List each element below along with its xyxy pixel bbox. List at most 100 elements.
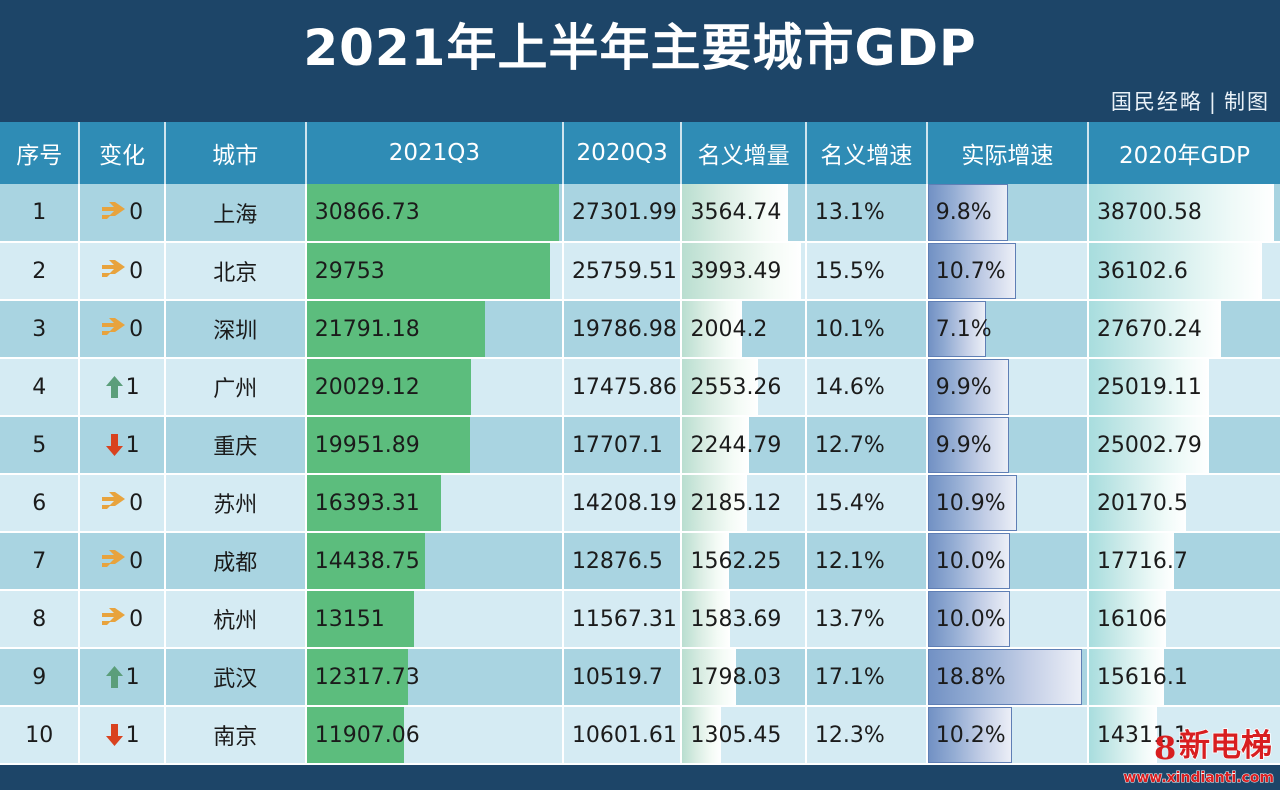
cell-q3-2021: 12317.73 <box>305 648 564 707</box>
cell-q3-2021: 14438.75 <box>305 532 564 591</box>
table-row: 8 0 杭州 13151 11567.31 1583.69 13.7% 10.0% 16106 <box>0 590 1280 649</box>
cell-q3-2021: 21791.18 <box>305 300 564 359</box>
real-growth-bar <box>927 417 1010 472</box>
q3-2021-value: 16393.31 <box>314 490 420 516</box>
rank-change-value: 0 <box>129 258 144 284</box>
cell-city: 成都 <box>164 532 307 591</box>
nominal-increment-value: 1798.03 <box>690 664 782 690</box>
nominal-growth-value: 12.1% <box>814 548 885 574</box>
q3-2021-bar <box>306 359 471 414</box>
cell-real-growth: 10.9% <box>926 474 1089 533</box>
city-name: 上海 <box>213 202 258 228</box>
cell-q3-2020: 10519.7 <box>562 648 683 707</box>
nominal-growth-value: 12.3% <box>814 722 885 748</box>
q3-2021-value: 12317.73 <box>314 664 420 690</box>
cell-q3-2020: 17475.86 <box>562 358 683 417</box>
gdp-2020-bar <box>1088 649 1164 704</box>
col-header-change[interactable]: 变化 <box>79 122 166 184</box>
nominal-growth-value: 13.1% <box>814 200 885 225</box>
nominal-increment-bar <box>682 184 789 240</box>
cell-gdp-2020: 25002.79 <box>1087 416 1280 475</box>
cell-nominal-growth: 10.1% <box>805 300 928 359</box>
table-header-row: 序号 变化 城市 2021Q3 2020Q3 名义增量 名义增速 实际增速 20… <box>0 122 1280 184</box>
cell-q3-2021: 13151 <box>305 590 564 649</box>
cell-gdp-2020: 27670.24 <box>1087 300 1280 359</box>
arrow-right-icon <box>102 260 126 277</box>
q3-2021-bar <box>306 184 560 240</box>
col-header-q3-2021[interactable]: 2021Q3 <box>305 122 564 184</box>
cell-nominal-growth: 15.5% <box>805 242 928 301</box>
cell-real-growth: 18.8% <box>926 648 1089 707</box>
rank-change: 1 <box>80 722 162 748</box>
col-header-gdp-2020[interactable]: 2020年GDP <box>1087 122 1280 184</box>
cell-city: 深圳 <box>164 300 307 359</box>
arrow-right-icon <box>102 492 126 509</box>
rank-change: 1 <box>80 665 162 690</box>
rank-change: 0 <box>80 200 162 225</box>
gdp-2020-value: 25019.11 <box>1096 374 1202 400</box>
gdp-2020-bar <box>1088 533 1174 588</box>
real-growth-value: 9.8% <box>935 200 992 225</box>
cell-gdp-2020: 14311.1 <box>1087 706 1280 765</box>
rank-change-value: 1 <box>125 722 140 748</box>
cell-nominal-increment: 2004.2 <box>681 300 807 359</box>
cell-q3-2021: 16393.31 <box>305 474 564 533</box>
cell-gdp-2020: 16106 <box>1087 590 1280 649</box>
cell-rank: 6 <box>0 474 81 533</box>
nominal-increment-value: 2244.79 <box>690 432 782 458</box>
credit-role: 制图 <box>1224 90 1270 114</box>
q3-2021-value: 14438.75 <box>314 548 420 574</box>
real-growth-bar <box>927 184 1009 240</box>
rank-value: 4 <box>32 374 47 400</box>
real-growth-bar <box>927 533 1010 588</box>
rank-change: 0 <box>80 317 162 342</box>
col-header-city[interactable]: 城市 <box>164 122 307 184</box>
cell-nominal-growth: 12.7% <box>805 416 928 475</box>
real-growth-bar <box>927 243 1016 298</box>
cell-real-growth: 10.2% <box>926 706 1089 765</box>
arrow-up-icon <box>105 666 123 688</box>
gdp-2020-bar <box>1088 243 1262 298</box>
nominal-increment-bar <box>682 533 729 588</box>
cell-q3-2021: 30866.73 <box>305 184 564 243</box>
cell-q3-2021: 20029.12 <box>305 358 564 417</box>
col-header-nominal-growth[interactable]: 名义增速 <box>805 122 928 184</box>
gdp-2020-value: 20170.5 <box>1096 490 1188 516</box>
real-growth-bar <box>927 591 1010 646</box>
credit-separator: | <box>1208 90 1218 114</box>
col-header-q3-2020[interactable]: 2020Q3 <box>562 122 683 184</box>
q3-2020-value: 17475.86 <box>571 374 677 400</box>
real-growth-value: 9.9% <box>935 432 992 458</box>
col-header-nominal-increment[interactable]: 名义增量 <box>681 122 807 184</box>
cell-nominal-increment: 1562.25 <box>681 532 807 591</box>
real-growth-value: 9.9% <box>935 374 992 400</box>
real-growth-bar <box>927 359 1010 414</box>
q3-2021-bar <box>306 417 471 472</box>
q3-2021-bar <box>306 707 405 762</box>
nominal-increment-bar <box>682 243 802 298</box>
col-header-rank[interactable]: 序号 <box>0 122 81 184</box>
q3-2021-value: 29753 <box>314 258 385 284</box>
gdp-2020-bar <box>1088 417 1209 472</box>
cell-rank: 8 <box>0 590 81 649</box>
rank-change: 1 <box>80 433 162 458</box>
q3-2020-value: 10601.61 <box>571 722 677 748</box>
col-header-real-growth[interactable]: 实际增速 <box>926 122 1089 184</box>
q3-2020-value: 25759.51 <box>571 258 677 284</box>
cell-q3-2020: 17707.1 <box>562 416 683 475</box>
cell-gdp-2020: 25019.11 <box>1087 358 1280 417</box>
gdp-2020-value: 15616.1 <box>1096 664 1188 690</box>
cell-q3-2020: 12876.5 <box>562 532 683 591</box>
cell-nominal-increment: 2244.79 <box>681 416 807 475</box>
cell-change: 0 <box>79 474 166 533</box>
q3-2020-value: 19786.98 <box>571 316 677 342</box>
cell-q3-2021: 29753 <box>305 242 564 301</box>
cell-rank: 4 <box>0 358 81 417</box>
city-name: 北京 <box>213 261 258 286</box>
arrow-down-icon <box>105 724 123 746</box>
nominal-increment-value: 3993.49 <box>690 258 782 284</box>
nominal-increment-value: 2553.26 <box>690 374 782 400</box>
rank-change-value: 0 <box>129 490 144 516</box>
cell-gdp-2020: 20170.5 <box>1087 474 1280 533</box>
nominal-increment-value: 1562.25 <box>690 548 782 574</box>
